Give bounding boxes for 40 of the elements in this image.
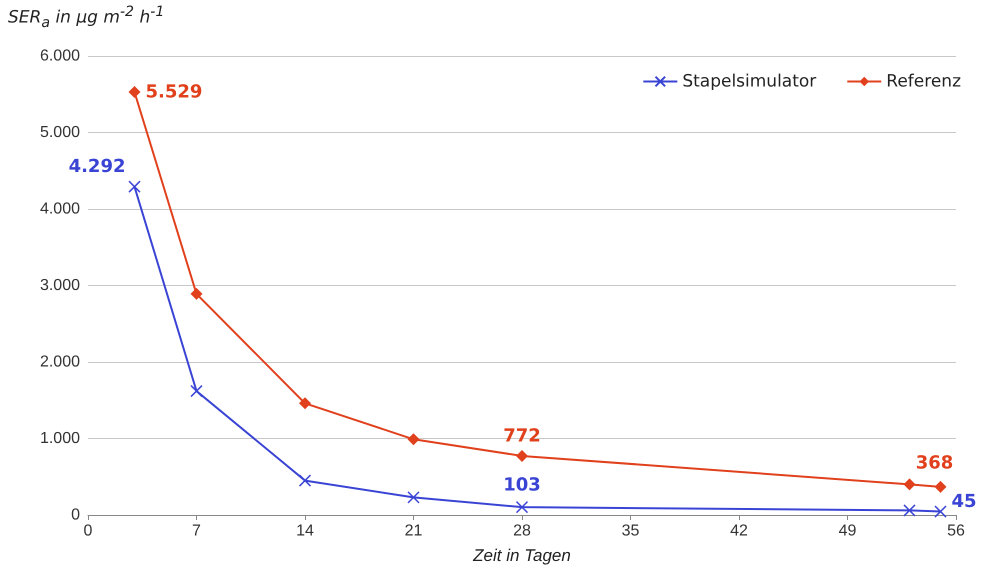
y-tick-label: 0 xyxy=(71,506,80,524)
point xyxy=(408,433,420,446)
data-label: 368 xyxy=(916,452,954,474)
data-label: 5.529 xyxy=(146,82,202,103)
x-tick-label: 35 xyxy=(622,522,640,540)
x-tick-label: 0 xyxy=(84,522,93,540)
point xyxy=(516,450,528,462)
point xyxy=(934,480,946,493)
point xyxy=(128,180,141,193)
point xyxy=(407,491,420,504)
point xyxy=(904,478,916,490)
x-tick-label: 7 xyxy=(192,522,202,540)
y-tick-label: 6.000 xyxy=(40,48,80,64)
x-tick-label: 14 xyxy=(296,522,314,540)
point xyxy=(516,500,528,514)
data-label: 772 xyxy=(503,425,541,446)
point xyxy=(298,474,312,487)
data-label: 4.292 xyxy=(68,156,126,178)
x-tick-label: 49 xyxy=(838,522,856,540)
y-axis-title: SER$_{a}$ in µg m$^{-2}$ h$^{-1}$ xyxy=(8,4,164,32)
y-tick-label: 2.000 xyxy=(40,354,80,370)
y-tick-label: 4.000 xyxy=(40,200,80,218)
y-tick-label: 3.000 xyxy=(40,277,80,294)
y-tick-label: 1.000 xyxy=(40,430,80,447)
point xyxy=(128,86,140,98)
point xyxy=(903,504,916,517)
x-tick-label: 21 xyxy=(404,522,422,540)
x-axis-title: Zeit in Tagen xyxy=(472,546,571,565)
x-tick-label: 28 xyxy=(513,522,531,540)
y-tick-label: 5.000 xyxy=(40,124,80,141)
x-tick-label: 56 xyxy=(947,522,965,540)
point xyxy=(190,384,203,398)
data-label: 45 xyxy=(952,491,977,512)
data-label: 103 xyxy=(503,474,541,496)
point xyxy=(190,288,202,300)
legend-label: Referenz xyxy=(886,72,962,92)
legend-label: Stapelsimulator xyxy=(682,72,816,92)
x-tick-label: 42 xyxy=(730,522,748,540)
point xyxy=(299,397,311,410)
point xyxy=(934,505,947,518)
